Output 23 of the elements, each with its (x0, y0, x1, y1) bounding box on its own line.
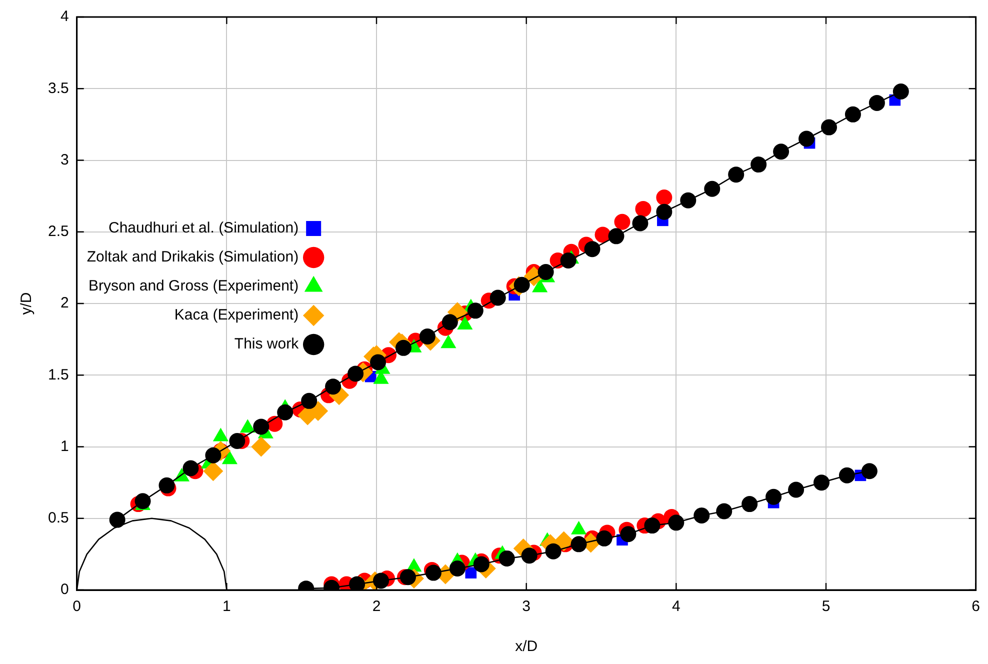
y-tick-label: 0.5 (48, 510, 69, 527)
y-tick-label: 1 (60, 438, 69, 455)
legend-label: Kaca (Experiment) (174, 306, 299, 324)
x-tick-label: 3 (522, 598, 531, 616)
y-tick-label: 2.5 (48, 223, 69, 240)
y-axis-title: y/D (18, 292, 36, 315)
y-tick-label: 1.5 (48, 366, 69, 384)
y-tick-label: 2 (60, 294, 69, 312)
x-tick-label: 5 (822, 598, 830, 616)
x-axis-title: x/D (515, 638, 538, 656)
x-tick-label: 0 (72, 598, 82, 616)
x-tick-label: 2 (372, 598, 381, 616)
x-tick-label: 1 (222, 598, 231, 616)
y-tick-label: 3.5 (48, 80, 69, 97)
y-tick-label: 4 (60, 8, 69, 26)
y-tick-label: 3 (60, 151, 69, 168)
legend-label: Chaudhuri et al. (Simulation) (108, 220, 299, 237)
x-tick-label: 4 (672, 598, 680, 616)
x-tick-label: 6 (972, 598, 980, 616)
y-tick-label: 0 (60, 581, 69, 598)
legend-label: This work (234, 336, 300, 353)
legend-label: Bryson and Gross (Experiment) (88, 278, 299, 295)
legend-label: Zoltak and Drikakis (Simulation) (86, 248, 299, 266)
